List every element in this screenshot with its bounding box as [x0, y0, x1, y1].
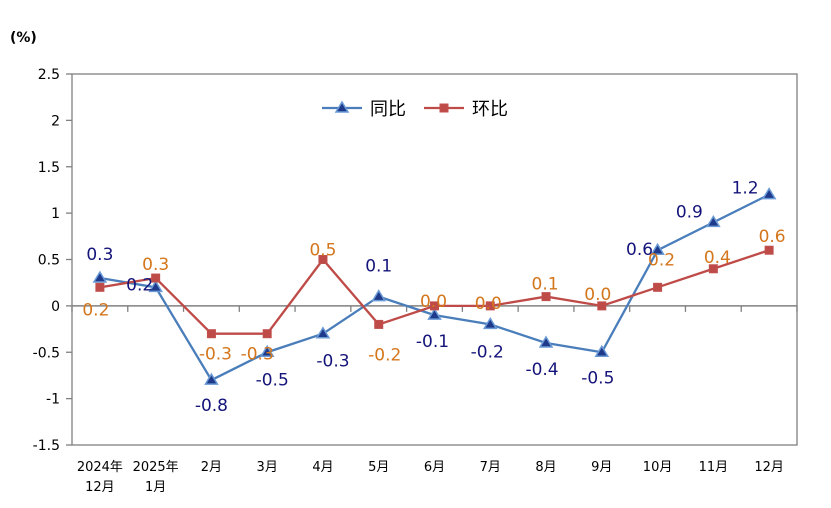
data-label: 0.6: [626, 240, 653, 260]
data-label: -0.3: [241, 345, 274, 365]
data-point: [706, 214, 721, 228]
x-tick-label: 5月: [368, 460, 389, 475]
x-tick-label: 4月: [312, 460, 333, 475]
data-point: [204, 372, 219, 385]
data-label: 0.3: [142, 255, 169, 275]
y-tick-label: 1.5: [38, 160, 60, 176]
x-tick-label: 2月: [201, 460, 222, 475]
data-label: -0.3: [199, 345, 232, 365]
x-tick-label: 10月: [643, 460, 673, 475]
y-tick-label: 1: [51, 206, 60, 222]
data-point: [430, 301, 439, 311]
data-label: -0.8: [195, 396, 228, 416]
data-label: 0.0: [584, 285, 611, 305]
data-point: [482, 316, 498, 330]
data-point: [92, 270, 108, 283]
data-point: [315, 326, 331, 339]
x-tick-label: 1月: [145, 480, 166, 495]
data-label: -0.5: [256, 370, 289, 390]
data-label: -0.1: [416, 332, 449, 352]
data-label: 0.6: [759, 227, 786, 247]
data-label: 0.2: [648, 250, 675, 270]
data-label: 0.5: [309, 241, 336, 261]
data-label: 0.4: [704, 248, 731, 268]
data-point: [259, 344, 275, 357]
x-tick-label: 2024年: [77, 460, 123, 475]
data-label: 0.9: [676, 202, 703, 222]
data-point: [761, 187, 777, 200]
data-point: [653, 282, 663, 292]
data-point: [485, 301, 495, 311]
data-point: [764, 245, 774, 255]
data-label: 0.3: [86, 245, 113, 265]
data-label: -0.3: [316, 352, 349, 372]
data-point: [597, 301, 607, 311]
data-point: [541, 292, 551, 302]
data-label: -0.5: [581, 368, 614, 388]
y-tick-label: 2: [51, 113, 60, 129]
data-label: 0.1: [365, 257, 392, 277]
y-tick-label: 2.5: [38, 67, 60, 83]
y-tick-label: -0.5: [33, 345, 60, 361]
y-tick-label: 0: [51, 299, 60, 315]
data-label: -0.2: [368, 345, 401, 365]
data-point: [262, 329, 272, 339]
data-point: [594, 344, 610, 357]
data-label: 0.0: [420, 292, 447, 312]
x-tick-label: 3月: [257, 460, 278, 475]
y-tick-label: 0.5: [38, 253, 60, 269]
data-label: 0.0: [475, 294, 502, 314]
unit-label: (%): [10, 30, 37, 46]
data-label: -0.2: [471, 342, 504, 362]
x-tick-label: 8月: [535, 460, 556, 475]
x-tick-label: 11月: [699, 460, 729, 475]
x-tick-label: 12月: [85, 480, 115, 495]
legend-label: 同比: [370, 99, 406, 120]
data-label: 0.2: [126, 275, 153, 295]
y-tick-label: -1: [46, 392, 60, 408]
x-tick-label: 7月: [480, 460, 501, 475]
data-point: [538, 335, 554, 348]
data-label: 0.2: [82, 300, 109, 320]
legend-marker: [334, 100, 350, 113]
data-point: [151, 273, 161, 283]
data-point: [650, 242, 665, 255]
x-tick-label: 9月: [591, 460, 612, 475]
data-label: 1.2: [732, 179, 759, 199]
data-point: [318, 255, 328, 264]
data-point: [206, 329, 216, 339]
plot-area-border: [71, 73, 798, 446]
data-point: [708, 264, 718, 274]
data-point: [371, 289, 387, 302]
x-tick-label: 6月: [424, 460, 445, 475]
data-point: [95, 282, 105, 292]
data-label: 0.1: [532, 275, 559, 295]
legend-label: 环比: [472, 99, 508, 120]
x-tick-label: 2025年: [133, 460, 179, 475]
data-point: [427, 307, 442, 320]
legend-marker: [439, 103, 449, 113]
data-label: -0.4: [525, 360, 558, 380]
data-point: [374, 319, 384, 329]
y-tick-label: -1.5: [33, 438, 60, 454]
x-tick-label: 12月: [754, 460, 784, 475]
data-point: [148, 279, 163, 293]
